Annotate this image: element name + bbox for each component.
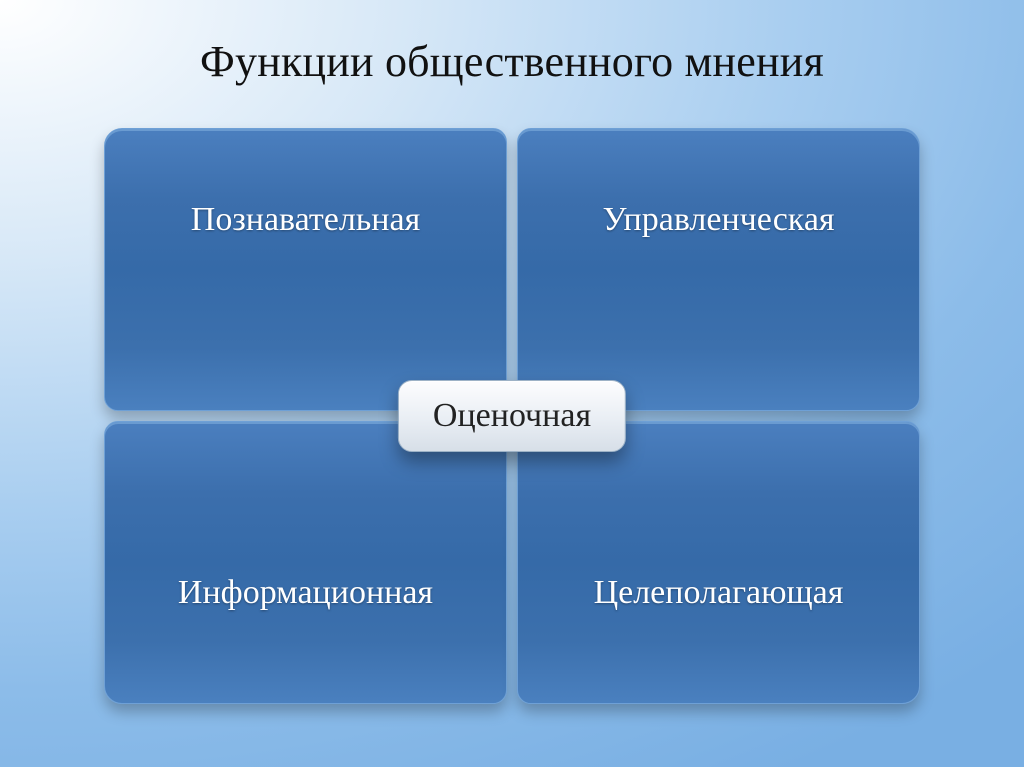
tile-bottom-left: Информационная	[104, 421, 507, 704]
tile-top-left-label: Познавательная	[191, 201, 420, 239]
tile-top-right: Управленческая	[517, 128, 920, 411]
function-matrix: Познавательная Управленческая Информацио…	[104, 128, 920, 704]
tile-bottom-right: Целеполагающая	[517, 421, 920, 704]
center-chip: Оценочная	[398, 380, 626, 452]
slide: Функции общественного мнения Познаватель…	[0, 0, 1024, 767]
tile-bottom-right-label: Целеполагающая	[594, 574, 844, 612]
slide-title: Функции общественного мнения	[0, 36, 1024, 87]
center-chip-label: Оценочная	[433, 397, 591, 434]
tile-bottom-left-label: Информационная	[178, 574, 433, 612]
tile-top-right-label: Управленческая	[602, 201, 834, 239]
tile-top-left: Познавательная	[104, 128, 507, 411]
